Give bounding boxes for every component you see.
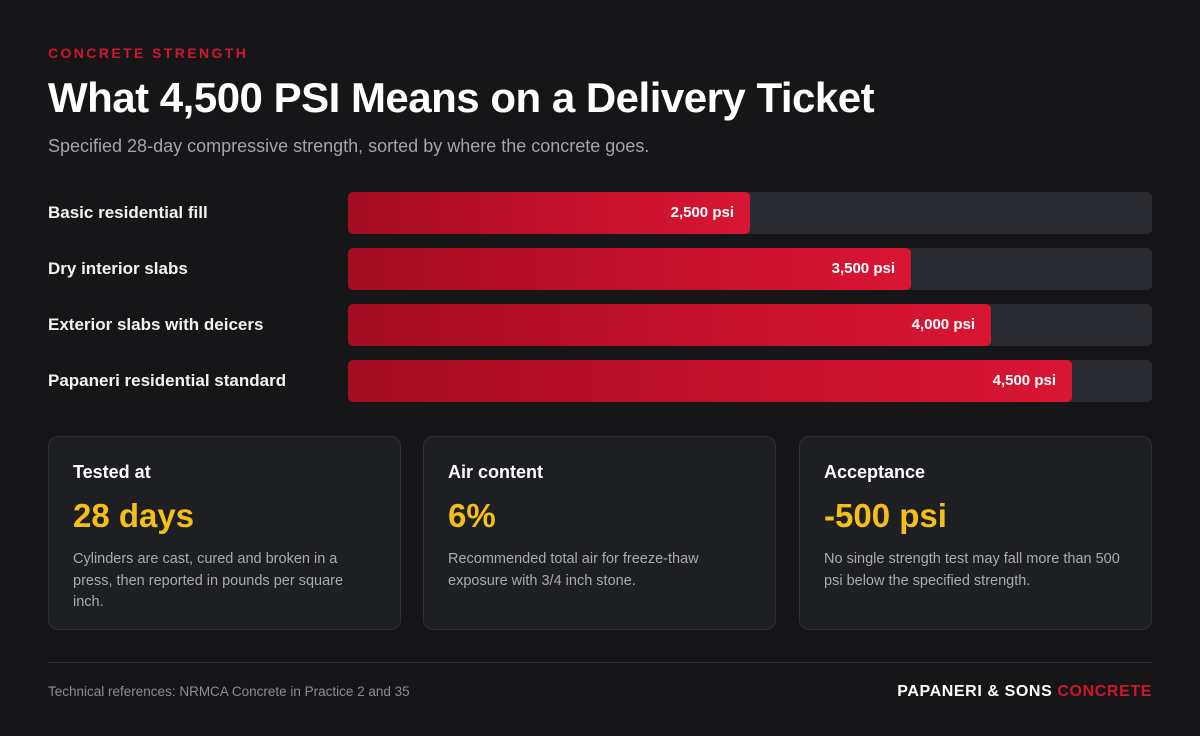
bar-category-label: Exterior slabs with deicers xyxy=(48,315,264,334)
stat-card-value: -500 psi xyxy=(824,497,947,534)
stat-card-description: Cylinders are cast, cured and broken in … xyxy=(73,551,344,610)
bar: 2,500 psi xyxy=(348,192,750,234)
bar: 3,500 psi xyxy=(348,248,911,290)
references-footnote: Technical references: NRMCA Concrete in … xyxy=(48,684,410,699)
stat-card-tested-at: Tested at 28 days Cylinders are cast, cu… xyxy=(48,436,401,630)
bar: 4,000 psi xyxy=(348,304,991,346)
bar-value-label: 4,000 psi xyxy=(911,316,975,333)
stat-card-acceptance: Acceptance -500 psi No single strength t… xyxy=(799,436,1152,630)
bar-row: Basic residential fill 2,500 psi xyxy=(48,192,1152,234)
brand-accent-word: CONCRETE xyxy=(1057,683,1152,700)
bar: 4,500 psi xyxy=(348,360,1072,402)
bar-row: Papaneri residential standard 4,500 psi xyxy=(48,360,1152,402)
bar-category-label: Dry interior slabs xyxy=(48,259,188,278)
stat-card-label: Tested at xyxy=(73,462,151,482)
stat-card-air-content: Air content 6% Recommended total air for… xyxy=(423,436,776,630)
bar-track: 4,500 psi xyxy=(348,360,1152,402)
stat-card-value: 6% xyxy=(448,497,496,534)
bar-value-label: 3,500 psi xyxy=(831,260,895,277)
stat-card-value: 28 days xyxy=(73,497,195,534)
eyebrow-label: CONCRETE STRENGTH xyxy=(48,45,249,61)
stat-cards: Tested at 28 days Cylinders are cast, cu… xyxy=(48,436,1152,630)
bar-category-label: Papaneri residential standard xyxy=(48,371,287,390)
stat-card-description: Recommended total air for freeze-thaw ex… xyxy=(448,551,699,589)
stat-card-label: Acceptance xyxy=(824,462,926,482)
bar-row: Exterior slabs with deicers 4,000 psi xyxy=(48,304,1152,346)
stat-card-label: Air content xyxy=(448,462,544,482)
strength-bar-chart: Basic residential fill 2,500 psi Dry inter… xyxy=(48,192,1152,402)
page-subtitle: Specified 28-day compressive strength, s… xyxy=(48,136,650,156)
brand-wordmark: PAPANERI & SONS CONCRETE xyxy=(897,683,1152,701)
infographic: CONCRETE STRENGTH What 4,500 PSI Means o… xyxy=(48,0,1152,736)
footer-divider xyxy=(48,662,1152,663)
bar-track: 2,500 psi xyxy=(348,192,1152,234)
brand-name: PAPANERI & SONS xyxy=(897,683,1053,700)
bar-track: 4,000 psi xyxy=(348,304,1152,346)
bar-category-label: Basic residential fill xyxy=(48,203,208,222)
bar-row: Dry interior slabs 3,500 psi xyxy=(48,248,1152,290)
bar-value-label: 4,500 psi xyxy=(992,372,1056,389)
page-title: What 4,500 PSI Means on a Delivery Ticke… xyxy=(48,74,875,121)
bar-value-label: 2,500 psi xyxy=(670,204,734,221)
bar-track: 3,500 psi xyxy=(348,248,1152,290)
stat-card-description: No single strength test may fall more th… xyxy=(824,551,1120,589)
